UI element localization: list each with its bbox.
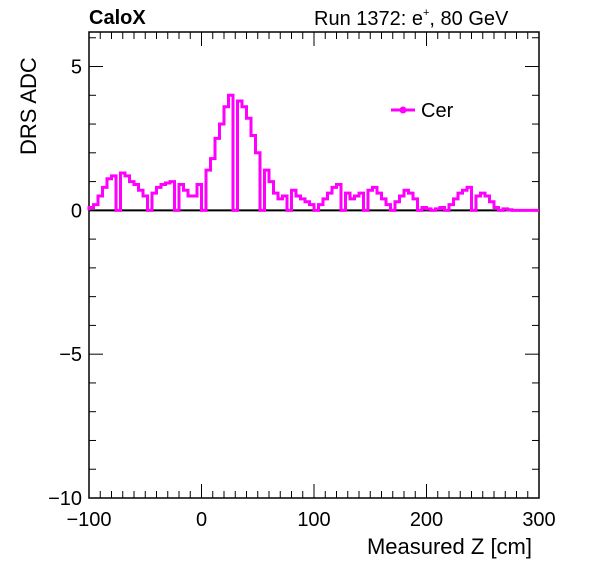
legend-label: Cer (421, 100, 454, 122)
y-tick-label: 0 (71, 200, 82, 222)
x-tick-label: −100 (66, 509, 111, 531)
legend-marker (399, 106, 407, 114)
plot-frame (88, 31, 540, 499)
y-tick-label: −5 (59, 344, 82, 366)
x-axis-label: Measured Z [cm] (366, 534, 532, 559)
series-line-cer (87, 93, 539, 212)
x-tick-label: 100 (297, 509, 330, 531)
y-tick-label: −10 (48, 488, 82, 510)
y-tick-label: 5 (71, 57, 82, 79)
x-tick-label: 300 (522, 509, 555, 531)
brand-label: CaloX (89, 7, 146, 29)
x-tick-label: 0 (196, 509, 207, 531)
x-tick-label: 200 (410, 509, 443, 531)
run-label: Run 1372: e+, 80 GeV (314, 7, 509, 30)
